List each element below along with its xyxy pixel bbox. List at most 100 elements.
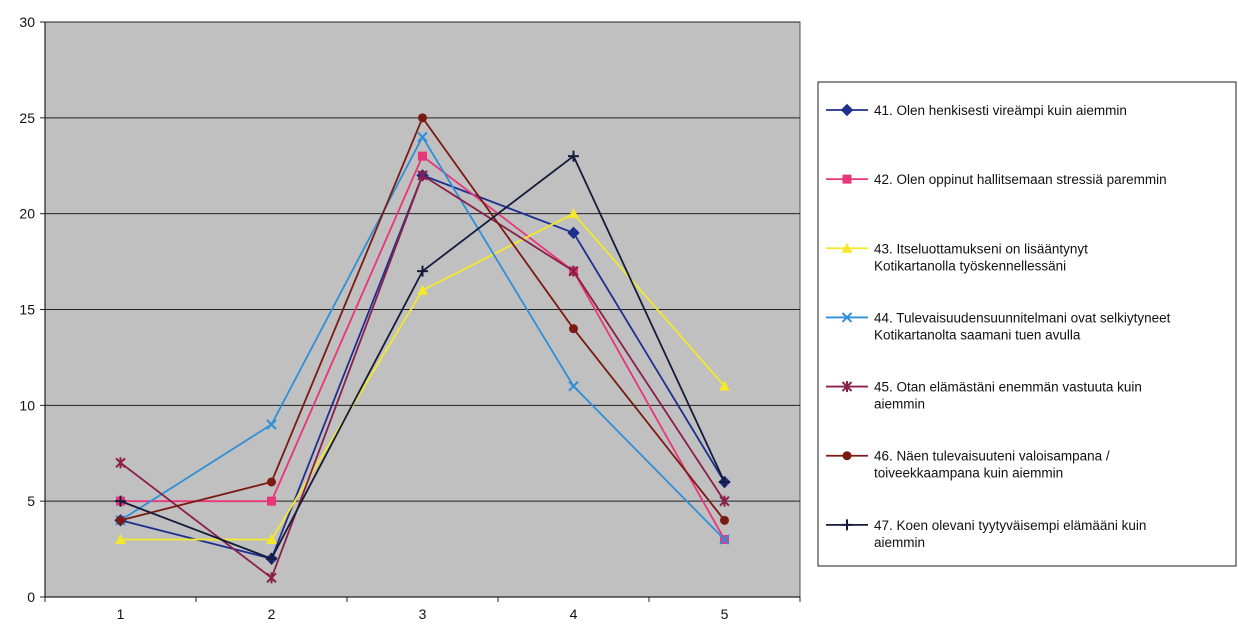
x-tick-label: 1 xyxy=(117,606,125,622)
x-tick-label: 5 xyxy=(721,606,729,622)
marker-shape xyxy=(841,312,853,323)
data-point xyxy=(719,534,730,545)
legend-label: 42. Olen oppinut hallitsemaan stressiä p… xyxy=(874,172,1167,187)
marker-shape xyxy=(841,242,853,253)
data-point xyxy=(115,534,126,544)
legend-label: 43. Itseluottamukseni on lisääntynyt Koti… xyxy=(874,241,1088,273)
legend-label: 44. Tulevaisuudensuunnitelmani ovat selk… xyxy=(874,310,1171,342)
marker-shape xyxy=(842,174,852,184)
legend-item: 41. Olen henkisesti vireämpi kuin aiemmi… xyxy=(826,103,1127,118)
legend-label-line: aiemmin xyxy=(874,397,925,412)
legend-label: 41. Olen henkisesti vireämpi kuin aiemmi… xyxy=(874,103,1127,118)
data-point xyxy=(266,572,277,584)
marker-shape xyxy=(266,534,277,544)
data-point xyxy=(568,265,579,277)
series-6 xyxy=(116,113,729,525)
legend-swatch-marker xyxy=(842,451,852,461)
y-tick-label: 30 xyxy=(19,14,35,30)
legend-label-line: 46. Näen tulevaisuuteni valoisampana / xyxy=(874,449,1110,464)
data-point xyxy=(267,496,276,506)
data-point xyxy=(266,534,277,544)
legend-item: 47. Koen olevani tyytyväisempi elämääni … xyxy=(826,518,1146,550)
x-tick-label: 3 xyxy=(419,606,427,622)
marker-shape xyxy=(417,284,428,295)
data-point xyxy=(569,324,578,334)
marker-shape xyxy=(267,496,276,506)
data-point xyxy=(720,515,729,525)
marker-shape xyxy=(418,113,427,123)
marker-shape xyxy=(840,103,854,117)
x-tick-label: 2 xyxy=(268,606,276,622)
data-point xyxy=(568,150,579,162)
data-point xyxy=(417,284,428,295)
legend-label: 47. Koen olevani tyytyväisempi elämääni … xyxy=(874,518,1146,550)
marker-shape xyxy=(567,226,580,240)
data-point xyxy=(266,419,277,430)
y-tick-label: 25 xyxy=(19,110,35,126)
marker-shape xyxy=(842,451,852,461)
data-point xyxy=(417,265,428,277)
legend-label-line: 42. Olen oppinut hallitsemaan stressiä p… xyxy=(874,172,1167,187)
data-point xyxy=(568,380,579,392)
marker-shape xyxy=(116,515,125,525)
marker-shape xyxy=(267,477,276,487)
data-point xyxy=(719,476,730,488)
y-tick-label: 20 xyxy=(19,206,35,222)
marker-shape xyxy=(417,131,428,143)
marker-shape xyxy=(115,534,126,544)
legend-label-line: 47. Koen olevani tyytyväisempi elämääni … xyxy=(874,518,1146,533)
legend-item: 46. Näen tulevaisuuteni valoisampana / to… xyxy=(826,449,1110,481)
legend-swatch-marker xyxy=(840,103,854,117)
legend-item: 43. Itseluottamukseni on lisääntynyt Koti… xyxy=(826,241,1088,273)
y-tick-label: 5 xyxy=(27,493,35,509)
legend-swatch-marker xyxy=(841,381,853,393)
legend-swatch-marker xyxy=(841,242,853,253)
legend-label: 46. Näen tulevaisuuteni valoisampana / to… xyxy=(874,449,1110,481)
data-point xyxy=(417,131,428,143)
x-tick-label: 4 xyxy=(570,606,578,622)
data-point xyxy=(418,113,427,123)
data-point xyxy=(417,169,428,181)
y-tick-label: 0 xyxy=(27,589,35,605)
y-tick-label: 15 xyxy=(19,302,35,318)
data-point xyxy=(267,477,276,487)
legend-label-line: toiveekkaampana kuin aiemmin xyxy=(874,466,1063,481)
marker-shape xyxy=(569,324,578,334)
legend: 41. Olen henkisesti vireämpi kuin aiemmi… xyxy=(817,81,1237,567)
data-point xyxy=(115,495,126,507)
data-point xyxy=(115,457,126,469)
legend-label-line: 45. Otan elämästäni enemmän vastuuta kui… xyxy=(874,380,1142,395)
legend-label-line: 41. Olen henkisesti vireämpi kuin aiemmi… xyxy=(874,103,1127,118)
data-point xyxy=(568,208,579,219)
legend-swatch-marker xyxy=(841,312,853,323)
legend-label-line: 43. Itseluottamukseni on lisääntynyt xyxy=(874,241,1088,256)
legend-item: 42. Olen oppinut hallitsemaan stressiä p… xyxy=(826,172,1167,187)
legend-swatch-marker xyxy=(842,174,852,184)
marker-shape xyxy=(719,534,730,545)
marker-shape xyxy=(266,419,277,430)
legend-label-line: 44. Tulevaisuudensuunnitelmani ovat selk… xyxy=(874,310,1171,325)
series-7 xyxy=(115,150,730,565)
y-tick-label: 10 xyxy=(19,397,35,413)
data-point xyxy=(567,226,580,240)
legend-label-line: Kotikartanolta saamani tuen avulla xyxy=(874,327,1081,342)
marker-shape xyxy=(720,515,729,525)
marker-shape xyxy=(568,208,579,219)
legend-label-line: aiemmin xyxy=(874,535,925,550)
legend-label: 45. Otan elämästäni enemmän vastuuta kui… xyxy=(874,380,1142,412)
data-point xyxy=(719,380,730,391)
marker-shape xyxy=(418,151,427,161)
legend-item: 44. Tulevaisuudensuunnitelmani ovat selk… xyxy=(826,310,1171,342)
legend-label-line: Kotikartanolla työskennellessäni xyxy=(874,258,1066,273)
data-point xyxy=(719,495,730,507)
legend-item: 45. Otan elämästäni enemmän vastuuta kui… xyxy=(826,380,1142,412)
marker-shape xyxy=(568,380,579,392)
legend-box xyxy=(817,81,1237,567)
legend-swatch-marker xyxy=(841,519,853,531)
data-point xyxy=(116,515,125,525)
marker-shape xyxy=(719,380,730,391)
data-point xyxy=(266,553,277,565)
data-point xyxy=(418,151,427,161)
